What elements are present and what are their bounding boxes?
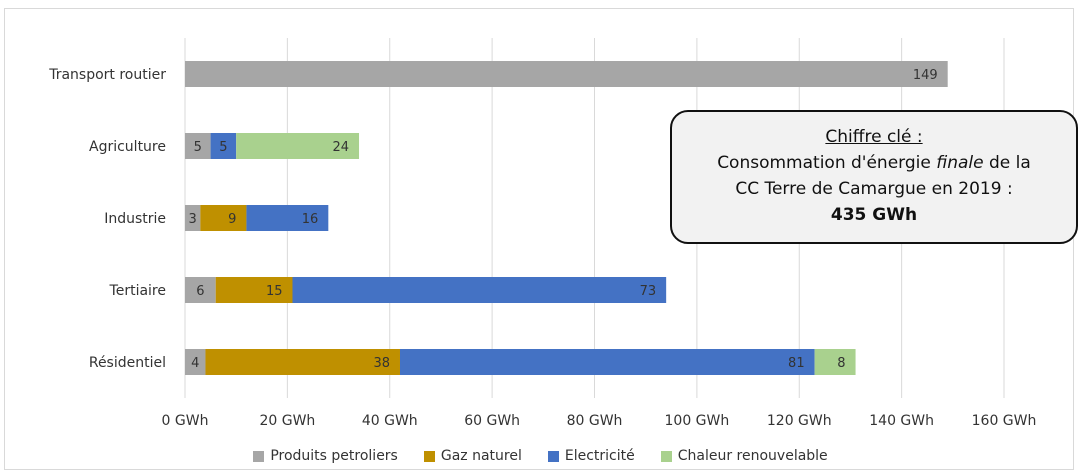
bar-segment xyxy=(185,277,216,303)
data-label: 6 xyxy=(196,284,204,299)
bar-segment xyxy=(814,349,856,375)
bar-segment xyxy=(185,205,201,231)
x-tick-label: 20 GWh xyxy=(259,413,315,429)
category-label: Transport routier xyxy=(48,67,166,83)
legend-label: Produits petroliers xyxy=(270,448,398,464)
category-label: Industrie xyxy=(104,211,166,227)
data-label: 149 xyxy=(913,68,938,83)
callout-line2: CC Terre de Camargue en 2019 : xyxy=(735,179,1013,199)
bar-segment xyxy=(185,349,206,375)
legend-label: Electricité xyxy=(564,448,635,464)
data-label: 3 xyxy=(189,212,197,227)
data-label: 16 xyxy=(302,212,319,227)
legend-label: Gaz naturel xyxy=(440,448,522,464)
callout-title: Chiffre clé : xyxy=(825,127,923,147)
stacked-bar-chart: 0 GWh 20 GWh 40 GWh 60 GWh 80 GWh 100 GWh 120 … xyxy=(48,38,1037,429)
category-label: Tertiaire xyxy=(109,283,166,299)
bar-segment xyxy=(205,349,400,375)
legend-swatch xyxy=(423,450,435,462)
data-label: 9 xyxy=(228,212,236,227)
legend-item: Gaz naturel xyxy=(423,448,522,464)
data-label: 8 xyxy=(837,356,845,371)
data-label: 24 xyxy=(332,140,349,155)
x-tick-label: 120 GWh xyxy=(767,413,832,429)
data-label: 38 xyxy=(373,356,390,371)
x-tick-label: 100 GWh xyxy=(665,413,730,429)
data-label: 15 xyxy=(266,284,283,299)
category-label: Résidentiel xyxy=(89,355,166,371)
callout-line1: Consommation d'énergie finale de la xyxy=(717,153,1031,173)
data-label: 5 xyxy=(219,140,227,155)
bar-segment xyxy=(185,133,211,159)
x-tick-label: 160 GWh xyxy=(972,413,1037,429)
legend-item: Electricité xyxy=(547,448,635,464)
legend-swatch xyxy=(660,450,672,462)
legend: Produits petroliers Gaz naturel Electricit… xyxy=(0,448,1081,464)
x-tick-label: 140 GWh xyxy=(869,413,934,429)
x-tick-label: 60 GWh xyxy=(464,413,520,429)
data-label: 81 xyxy=(788,356,805,371)
legend-item: Produits petroliers xyxy=(253,448,398,464)
bar-segment xyxy=(236,133,360,159)
bar-segment xyxy=(215,277,293,303)
data-label: 73 xyxy=(640,284,657,299)
bar-segment xyxy=(185,61,948,87)
legend-label: Chaleur renouvelable xyxy=(677,448,828,464)
x-tick-label: 40 GWh xyxy=(362,413,418,429)
data-label: 4 xyxy=(191,356,199,371)
category-label: Agriculture xyxy=(89,139,166,155)
bar-segment xyxy=(200,205,247,231)
legend-swatch xyxy=(547,450,559,462)
legend-swatch xyxy=(253,450,265,462)
data-label: 5 xyxy=(194,140,202,155)
callout-total: 435 GWh xyxy=(830,205,918,225)
x-tick-label: 80 GWh xyxy=(567,413,623,429)
bar-segment xyxy=(246,205,329,231)
legend-item: Chaleur renouvelable xyxy=(660,448,828,464)
key-figure-callout: Chiffre clé : Consommation d'énergie fin… xyxy=(670,110,1078,244)
x-tick-label: 0 GWh xyxy=(162,413,209,429)
bar-segment xyxy=(210,133,237,159)
bar-segment xyxy=(399,349,815,375)
bar-segment xyxy=(292,277,667,303)
